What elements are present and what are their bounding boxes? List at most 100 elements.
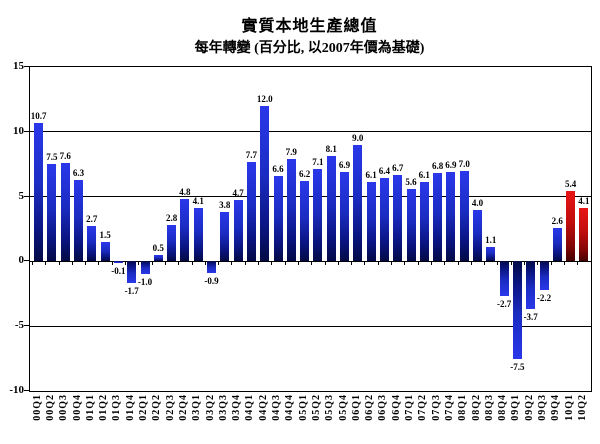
bar-08Q2 — [473, 209, 482, 262]
category-axis-tick — [590, 261, 592, 266]
x-axis-label: 06Q3 — [377, 394, 389, 421]
x-axis-label: 02Q3 — [164, 394, 176, 421]
x-axis-label: 01Q4 — [124, 394, 136, 421]
bar-value-label: 0.5 — [152, 242, 164, 253]
bar-04Q3 — [273, 175, 283, 262]
bar-00Q3 — [60, 162, 70, 262]
bar-value-label: 6.7 — [392, 162, 404, 173]
category-axis-tick — [244, 261, 246, 266]
bar-04Q2 — [260, 105, 270, 262]
bar-02Q1 — [140, 261, 150, 275]
category-axis-tick — [31, 261, 33, 266]
category-axis-tick — [45, 261, 47, 266]
x-axis-label: 04Q3 — [271, 394, 282, 421]
category-axis-tick — [497, 261, 499, 266]
chart-subtitle: 每年轉變 (百分比, 以2007年價為基礎) — [194, 41, 425, 56]
bar-value-label: 7.7 — [245, 149, 258, 160]
bar-07Q2 — [419, 182, 429, 262]
bar-value-label: 4.1 — [578, 196, 590, 207]
bar-value-label: 12.0 — [256, 93, 273, 104]
x-axis-label: 09Q1 — [510, 394, 522, 421]
bar-02Q3 — [167, 225, 177, 262]
x-axis-label: 08Q1 — [457, 394, 469, 421]
category-axis-tick — [71, 261, 73, 266]
category-axis-tick — [510, 261, 512, 266]
bar-value-label: 1.1 — [485, 235, 497, 246]
x-axis-label: 07Q2 — [417, 394, 429, 421]
category-axis-tick — [577, 261, 579, 266]
category-axis-tick — [457, 261, 459, 266]
bar-value-label: 2.6 — [551, 215, 563, 226]
bar-value-label: 4.1 — [192, 196, 204, 207]
x-axis-label: 05Q2 — [310, 394, 322, 421]
category-axis-tick — [470, 261, 472, 266]
bar-value-label: 1.5 — [99, 229, 111, 240]
x-axis-label: 10Q1 — [563, 394, 575, 421]
bar-09Q2 — [526, 261, 536, 310]
y-axis-tick — [24, 130, 29, 132]
bar-04Q1 — [246, 161, 256, 262]
bar-06Q1 — [353, 144, 363, 262]
category-axis-tick — [430, 261, 432, 266]
y-axis-label: 5 — [18, 189, 25, 202]
bar-value-label: -0.9 — [204, 276, 219, 287]
bar-value-label: 7.9 — [285, 147, 297, 158]
x-axis-label: 04Q1 — [244, 394, 256, 421]
bar-value-label: 7.6 — [59, 150, 71, 161]
bar-05Q2 — [313, 169, 323, 262]
x-axis-label: 02Q1 — [138, 394, 149, 421]
bar-01Q3 — [113, 261, 123, 263]
bar-value-label: 4.0 — [471, 197, 484, 208]
x-axis-label: 07Q1 — [404, 394, 415, 421]
category-axis-tick — [391, 261, 393, 266]
x-axis-label: 06Q4 — [390, 394, 402, 421]
bar-06Q2 — [366, 182, 376, 262]
category-axis-tick — [484, 261, 486, 266]
category-axis-tick — [164, 261, 166, 266]
category-axis-tick — [138, 261, 140, 266]
category-axis-tick — [271, 261, 273, 266]
bar-value-label: 6.9 — [338, 159, 351, 170]
x-axis-label: 08Q2 — [470, 394, 482, 421]
x-axis-label: 04Q2 — [257, 394, 269, 421]
x-axis-label: 09Q2 — [523, 394, 535, 421]
bar-value-label: 7.0 — [458, 158, 470, 169]
bar-09Q1 — [512, 261, 522, 359]
bar-02Q4 — [180, 199, 190, 262]
gridline-10 — [30, 131, 591, 133]
y-axis-tick — [24, 66, 29, 67]
bar-00Q1 — [34, 122, 44, 262]
category-axis-tick — [58, 261, 60, 266]
gridline--5 — [30, 325, 591, 327]
x-axis-label: 10Q2 — [576, 394, 588, 421]
x-axis-label: 04Q4 — [284, 394, 296, 421]
bar-value-label: 5.6 — [405, 176, 417, 187]
bar-08Q4 — [499, 261, 509, 297]
y-axis-label: 15 — [13, 60, 24, 72]
bar-value-label: 8.1 — [325, 144, 337, 155]
bar-value-label: -3.7 — [523, 312, 538, 323]
bar-08Q1 — [459, 170, 469, 262]
x-axis-label: 03Q4 — [231, 394, 243, 421]
category-axis-tick — [444, 261, 446, 266]
bar-value-label: -2.2 — [536, 292, 552, 303]
bar-02Q2 — [153, 254, 163, 262]
category-axis-tick — [550, 261, 552, 266]
bar-value-label: 4.8 — [179, 187, 191, 198]
bar-09Q3 — [539, 261, 549, 290]
bar-value-label: -2.7 — [496, 299, 512, 310]
bar-03Q4 — [233, 200, 243, 262]
bar-value-label: 6.1 — [418, 170, 430, 181]
bar-value-label: 6.2 — [298, 169, 311, 180]
y-axis-label: -10 — [9, 384, 24, 396]
category-axis-tick — [204, 261, 206, 266]
x-axis-label: 06Q2 — [364, 394, 376, 421]
bar-05Q1 — [300, 181, 310, 262]
y-axis-label: 0 — [18, 254, 25, 267]
bar-value-label: -1.0 — [137, 277, 153, 288]
bar-07Q1 — [406, 188, 416, 262]
y-axis-tick — [24, 195, 29, 197]
bar-value-label: 6.1 — [365, 170, 377, 181]
bar-05Q3 — [326, 156, 336, 262]
x-axis-label: 01Q3 — [111, 394, 123, 421]
